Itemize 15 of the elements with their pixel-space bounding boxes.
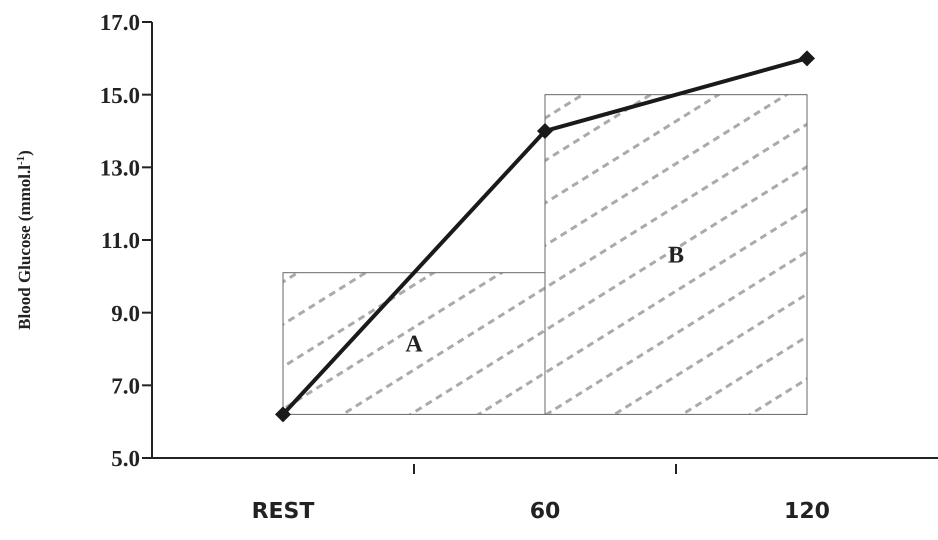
y-tick-label: 15.0 xyxy=(100,82,140,108)
y-tick-label: 17.0 xyxy=(100,10,140,36)
y-tick-label: 9.0 xyxy=(111,300,140,326)
y-tick-label: 13.0 xyxy=(100,156,140,180)
annotation: B xyxy=(668,242,684,269)
point xyxy=(537,123,553,139)
y-tick-label: 5.0 xyxy=(111,446,140,472)
x-tick-label: REST xyxy=(252,499,314,524)
point xyxy=(275,406,291,422)
x-tick-label: 60 xyxy=(530,499,560,524)
annotation: A xyxy=(405,332,424,358)
x-tick-label: 120 xyxy=(784,499,830,524)
point xyxy=(799,50,815,66)
y-tick-label: 11.0 xyxy=(101,228,140,254)
y-tick-label: 7.0 xyxy=(111,374,140,398)
